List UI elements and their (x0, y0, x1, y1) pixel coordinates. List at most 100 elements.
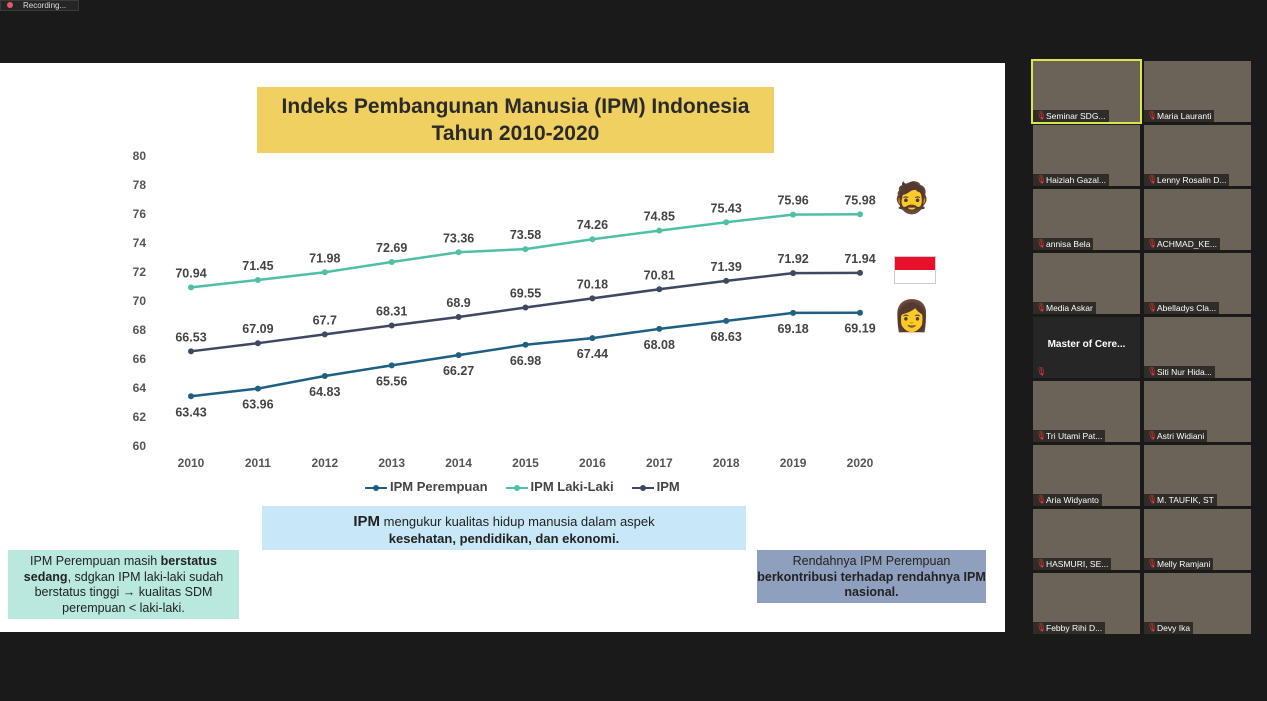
mic-muted-icon: 🎙 (1036, 175, 1047, 184)
recording-indicator[interactable]: Recording... (0, 0, 79, 11)
data-label: 70.94 (175, 266, 206, 280)
data-point (857, 269, 863, 276)
legend-label: IPM Laki-Laki (530, 479, 614, 494)
participant-name: Haiziah Gazal... (1033, 174, 1109, 186)
legend-item: IPM Perempuan (365, 479, 488, 494)
data-point (589, 236, 596, 243)
x-tick-label: 2016 (579, 456, 606, 470)
record-icon (7, 2, 13, 8)
data-point (723, 219, 730, 226)
y-tick-label: 64 (133, 381, 147, 395)
x-tick-label: 2013 (378, 456, 405, 470)
participant-tile[interactable]: Haiziah Gazal... 🎙 (1033, 125, 1140, 186)
mic-muted-icon: 🎙 (1036, 559, 1047, 568)
participant-gallery: Seminar SDG... 🎙 Maria Lauranti 🎙 Haiziah Ga… (1031, 59, 1251, 634)
data-label: 73.58 (510, 228, 541, 242)
participant-tile[interactable]: Febby Rihi D... 🎙 (1033, 573, 1140, 634)
participant-name: HASMURI, SE... (1033, 558, 1112, 570)
participant-name: Tri Utami Pat... (1033, 430, 1106, 442)
data-label: 73.36 (443, 231, 474, 245)
data-label: 66.98 (510, 354, 541, 368)
mic-muted-icon: 🎙 (1147, 495, 1158, 504)
participant-name: Astri Widiani (1144, 430, 1208, 442)
participant-tile[interactable]: Aria Widyanto 🎙 (1033, 445, 1140, 506)
data-label: 70.81 (644, 268, 675, 282)
participant-tile[interactable]: annisa Bela 🎙 (1033, 189, 1140, 250)
y-tick-label: 72 (133, 265, 147, 279)
x-tick-label: 2019 (780, 456, 807, 470)
participant-tile[interactable]: Devy Ika 🎙 (1144, 573, 1251, 634)
x-tick-label: 2017 (646, 456, 673, 470)
mic-muted-icon: 🎙 (1147, 623, 1158, 632)
participant-name: ACHMAD_KE... (1144, 238, 1220, 250)
mic-muted-icon: 🎙 (1036, 239, 1047, 248)
participant-name: Maria Lauranti (1144, 110, 1215, 122)
y-tick-label: 70 (133, 294, 147, 308)
participant-tile[interactable]: Melly Ramjani 🎙 (1144, 509, 1251, 570)
y-tick-label: 78 (133, 178, 147, 192)
data-label: 75.43 (711, 201, 742, 215)
participant-name: Media Askar (1033, 302, 1096, 314)
y-tick-label: 68 (133, 323, 147, 337)
data-point (790, 309, 797, 316)
data-point (321, 331, 328, 338)
participant-tile[interactable]: M. TAUFIK, ST 🎙 (1144, 445, 1251, 506)
legend-item: IPM (631, 479, 680, 494)
participant-tile[interactable]: HASMURI, SE... 🎙 (1033, 509, 1140, 570)
data-label: 69.18 (777, 322, 808, 336)
legend-marker-icon (631, 484, 654, 491)
data-label: 75.98 (844, 193, 875, 207)
data-point (388, 322, 395, 329)
data-point (388, 362, 395, 369)
mic-muted-icon: 🎙 (1036, 431, 1047, 440)
participant-tile[interactable]: Siti Nur Hida... 🎙 (1144, 317, 1251, 378)
mic-muted-icon: 🎙 (1147, 559, 1158, 568)
y-tick-label: 66 (133, 352, 147, 366)
data-label: 69.55 (510, 287, 541, 301)
data-point (790, 211, 797, 218)
data-point (321, 269, 328, 276)
participant-name: Melly Ramjani (1144, 558, 1214, 570)
mic-muted-icon: 🎙 (1147, 431, 1158, 440)
participant-name: Febby Rihi D... (1033, 622, 1106, 634)
legend-item: IPM Laki-Laki (505, 479, 614, 494)
man-icon: 🧔 (893, 182, 931, 215)
data-label: 71.39 (711, 260, 742, 274)
participant-name: Devy Ika (1144, 622, 1194, 634)
participant-name: Abelladys Cla... (1144, 302, 1220, 314)
data-label: 65.56 (376, 374, 407, 388)
participant-tile[interactable]: Seminar SDG... 🎙 (1031, 59, 1142, 124)
data-point (522, 246, 529, 253)
data-point (388, 258, 395, 265)
indonesia-flag-icon (894, 256, 936, 284)
participant-tile[interactable]: Tri Utami Pat... 🎙 (1033, 381, 1140, 442)
data-point (589, 335, 596, 342)
data-label: 67.09 (242, 322, 273, 336)
x-tick-label: 2015 (512, 456, 539, 470)
participant-name: M. TAUFIK, ST (1144, 494, 1217, 506)
data-point (321, 372, 328, 379)
y-tick-label: 74 (133, 236, 147, 250)
participant-tile[interactable]: Master of Cere... 🎙 (1033, 317, 1140, 378)
legend-label: IPM (656, 479, 680, 494)
data-label: 63.96 (242, 398, 273, 412)
participant-tile[interactable]: ACHMAD_KE... 🎙 (1144, 189, 1251, 250)
data-point (188, 393, 194, 400)
data-label: 63.43 (175, 405, 206, 419)
participant-tile[interactable]: Media Askar 🎙 (1033, 253, 1140, 314)
x-tick-label: 2011 (245, 456, 271, 470)
y-tick-label: 60 (133, 439, 147, 453)
x-tick-label: 2012 (311, 456, 338, 470)
participant-name: Aria Widyanto (1033, 494, 1102, 506)
data-point (656, 286, 663, 293)
participant-tile[interactable]: Maria Lauranti 🎙 (1144, 61, 1251, 122)
mic-muted-icon: 🎙 (1036, 111, 1047, 120)
participant-name: Seminar SDG... (1033, 110, 1109, 122)
data-point (254, 385, 261, 392)
female-status-box: IPM Perempuan masih berstatus sedang, sd… (8, 550, 239, 619)
participant-tile[interactable]: Abelladys Cla... 🎙 (1144, 253, 1251, 314)
participant-tile[interactable]: Lenny Rosalin D... 🎙 (1144, 125, 1251, 186)
participant-tile[interactable]: Astri Widiani 🎙 (1144, 381, 1251, 442)
data-point (188, 284, 194, 291)
y-tick-label: 80 (133, 149, 147, 163)
